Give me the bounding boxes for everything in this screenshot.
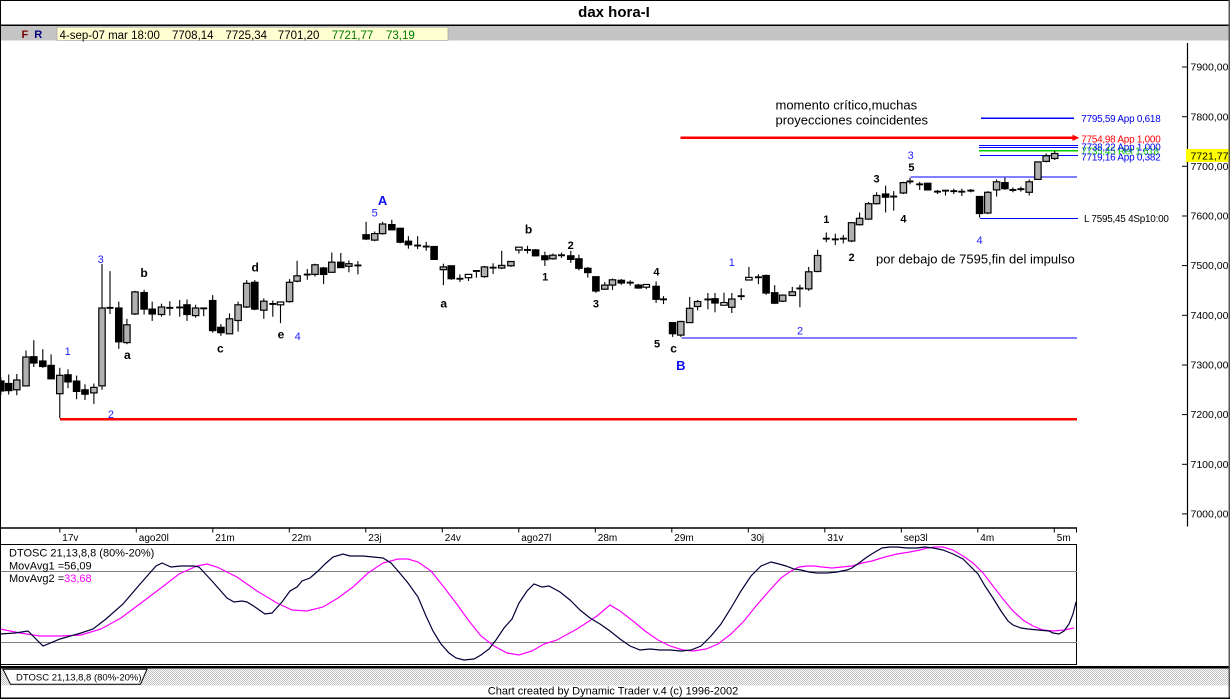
svg-text:3: 3	[98, 254, 104, 266]
svg-text:7719,16 App 0,382: 7719,16 App 0,382	[1081, 152, 1160, 163]
svg-text:d: d	[252, 261, 259, 275]
svg-text:F: F	[22, 29, 29, 41]
svg-text:c: c	[670, 341, 677, 355]
svg-text:1: 1	[65, 346, 71, 358]
svg-text:3: 3	[908, 150, 914, 162]
svg-text:5: 5	[372, 208, 378, 220]
svg-text:7300,00: 7300,00	[1191, 360, 1229, 372]
svg-text:Chart created by Dynamic Trade: Chart created by Dynamic Trader v.4 (c) …	[488, 686, 738, 698]
svg-text:4m: 4m	[980, 533, 994, 544]
svg-text:b: b	[525, 222, 532, 236]
svg-text:sep3l: sep3l	[904, 533, 928, 544]
svg-text:17v: 17v	[62, 533, 78, 544]
svg-text:7000,00: 7000,00	[1191, 509, 1229, 521]
svg-text:DTOSC 21,13,8,8 (80%-20%): DTOSC 21,13,8,8 (80%-20%)	[16, 672, 142, 683]
svg-text:proyecciones coincidentes: proyecciones coincidentes	[776, 113, 929, 128]
svg-text:4: 4	[900, 213, 907, 225]
svg-text:7400,00: 7400,00	[1191, 310, 1229, 322]
svg-text:7800,00: 7800,00	[1191, 111, 1229, 123]
svg-text:2: 2	[849, 252, 855, 264]
svg-text:a: a	[440, 296, 447, 310]
svg-text:a: a	[124, 348, 131, 362]
svg-text:23j: 23j	[368, 533, 381, 544]
svg-text:7721,77: 7721,77	[1191, 150, 1229, 162]
svg-text:7725,34: 7725,34	[226, 30, 268, 42]
svg-text:R: R	[34, 29, 42, 41]
svg-text:L 7595,45 4Sp10:00: L 7595,45 4Sp10:00	[1084, 214, 1169, 225]
svg-text:5: 5	[908, 162, 914, 174]
svg-text:4: 4	[977, 235, 983, 247]
svg-text:7500,00: 7500,00	[1191, 260, 1229, 272]
svg-text:5: 5	[654, 339, 660, 351]
svg-text:ago27l: ago27l	[521, 533, 551, 544]
svg-text:30j: 30j	[751, 533, 764, 544]
svg-text:1: 1	[542, 272, 548, 284]
svg-text:1: 1	[729, 257, 735, 269]
svg-text:MovAvg2 =33,68: MovAvg2 =33,68	[9, 573, 92, 585]
svg-text:7700,00: 7700,00	[1191, 161, 1229, 173]
svg-text:7708,14: 7708,14	[172, 30, 214, 42]
svg-text:7900,00: 7900,00	[1191, 62, 1229, 74]
svg-text:4: 4	[295, 331, 301, 343]
svg-text:7735,45 Ret 1,618: 7735,45 Ret 1,618	[1081, 147, 1159, 158]
svg-text:7738,22 App 1,000: 7738,22 App 1,000	[1081, 143, 1161, 154]
svg-text:22m: 22m	[292, 533, 311, 544]
svg-text:7100,00: 7100,00	[1191, 459, 1229, 471]
svg-text:b: b	[140, 266, 147, 280]
svg-text:31v: 31v	[827, 533, 843, 544]
svg-text:4-sep-07 mar 18:00: 4-sep-07 mar 18:00	[60, 30, 160, 42]
svg-text:A: A	[378, 193, 388, 208]
svg-text:5m: 5m	[1057, 533, 1071, 544]
svg-text:dax hora-I: dax hora-I	[578, 4, 650, 21]
svg-text:7701,20: 7701,20	[278, 30, 320, 42]
svg-text:3: 3	[593, 299, 599, 311]
svg-text:momento crítico,muchas: momento crítico,muchas	[776, 98, 918, 113]
svg-text:21m: 21m	[215, 533, 234, 544]
svg-text:7795,59 App 0,618: 7795,59 App 0,618	[1081, 114, 1161, 125]
svg-text:DTOSC 21,13,8,8 (80%-20%): DTOSC 21,13,8,8 (80%-20%)	[9, 548, 154, 560]
svg-text:7754,98 App 1,000: 7754,98 App 1,000	[1081, 135, 1161, 146]
svg-text:24v: 24v	[445, 533, 461, 544]
svg-text:ago20l: ago20l	[139, 533, 169, 544]
svg-text:por debajo de 7595,fin del imp: por debajo de 7595,fin del impulso	[876, 252, 1075, 267]
svg-text:29m: 29m	[674, 533, 693, 544]
svg-text:c: c	[217, 342, 224, 356]
svg-text:73,19: 73,19	[386, 30, 415, 42]
svg-text:4: 4	[653, 266, 660, 278]
svg-text:2: 2	[797, 326, 803, 338]
svg-text:B: B	[676, 358, 685, 373]
svg-text:2: 2	[108, 409, 114, 421]
svg-text:e: e	[278, 328, 285, 342]
svg-text:1: 1	[823, 214, 829, 226]
svg-text:28m: 28m	[598, 533, 617, 544]
svg-text:7600,00: 7600,00	[1191, 211, 1229, 223]
svg-text:2: 2	[568, 240, 574, 252]
svg-text:MovAvg1 =56,09: MovAvg1 =56,09	[9, 561, 92, 573]
svg-text:7721,77: 7721,77	[332, 30, 374, 42]
svg-text:7200,00: 7200,00	[1191, 409, 1229, 421]
svg-text:3: 3	[874, 173, 880, 185]
